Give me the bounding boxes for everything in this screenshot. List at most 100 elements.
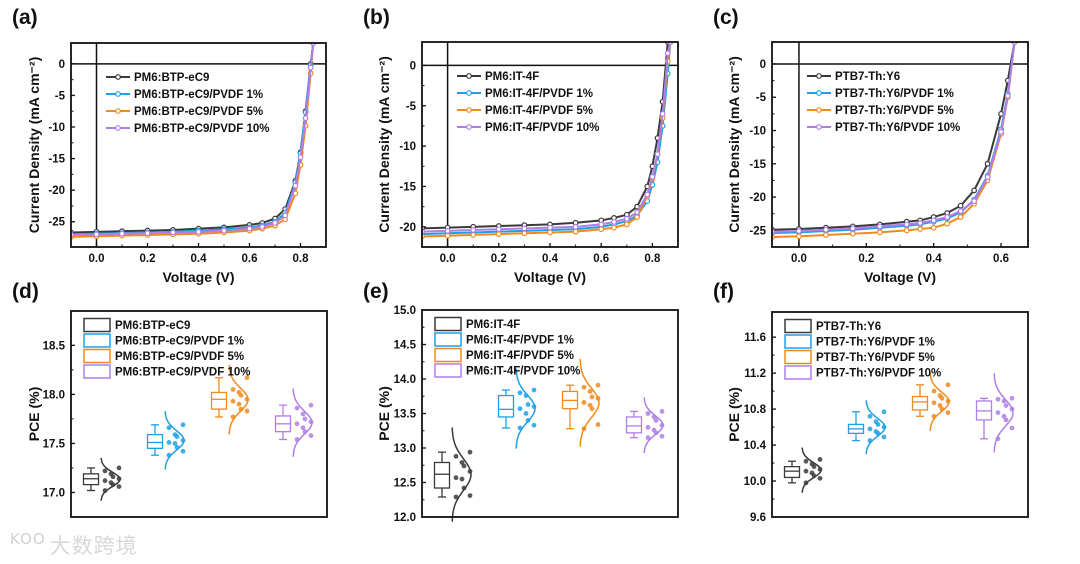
panel-a: (a) 0 -5 -10 -15 -20 -25 Current Density (mA cm… bbox=[12, 6, 327, 285]
x-tick-label: 0.6 bbox=[242, 253, 258, 265]
y-tick-label: -5 bbox=[406, 101, 417, 113]
data-point bbox=[944, 220, 951, 227]
y-tick-label: 15.0 bbox=[394, 305, 416, 317]
y-tick-label: 14.0 bbox=[394, 374, 416, 386]
legend-label: PM6:BTP-eC9/PVDF 1% bbox=[115, 336, 244, 348]
x-axis-title: Voltage (V) bbox=[514, 269, 586, 285]
legend-label: PM6:IT-4F bbox=[466, 319, 520, 331]
y-tick-label: 12.5 bbox=[394, 478, 417, 490]
data-point bbox=[659, 409, 665, 414]
data-point bbox=[645, 411, 651, 416]
data-point bbox=[817, 457, 823, 462]
data-point bbox=[467, 449, 473, 455]
data-point bbox=[595, 422, 601, 427]
data-point bbox=[581, 400, 587, 405]
legend-marker bbox=[816, 124, 822, 130]
data-point bbox=[587, 402, 593, 408]
y-tick-label: -5 bbox=[55, 90, 66, 102]
legend-swatch bbox=[83, 317, 111, 333]
distribution-curve bbox=[579, 359, 600, 447]
box-group-2 bbox=[911, 372, 951, 431]
data-point bbox=[654, 151, 661, 158]
data-point bbox=[180, 422, 186, 428]
data-point bbox=[984, 160, 991, 167]
box bbox=[625, 416, 643, 434]
y-tick-label: 17.0 bbox=[43, 487, 65, 499]
legend-label: PM6:BTP-eC9 bbox=[134, 72, 209, 84]
data-point bbox=[119, 230, 125, 237]
panel-label: (a) bbox=[12, 6, 38, 29]
data-point bbox=[307, 64, 314, 71]
y-tick-label: 12.0 bbox=[394, 512, 416, 524]
x-tick-label: 0.8 bbox=[644, 253, 661, 265]
box-group-0 bbox=[82, 457, 122, 501]
legend-swatch bbox=[784, 318, 812, 334]
y-axis-title: PCE (%) bbox=[376, 386, 392, 440]
data-point bbox=[930, 224, 937, 231]
legend-label: PTB7-Th:Y6/PVDF 1% bbox=[835, 88, 954, 100]
legend-swatch bbox=[434, 347, 462, 363]
legend-marker bbox=[816, 107, 822, 113]
watermark-logo: KOO bbox=[10, 530, 46, 548]
data-point bbox=[957, 214, 964, 220]
legend-label: PM6:IT-4F/PVDF 10% bbox=[466, 366, 580, 378]
legend-swatch bbox=[83, 348, 111, 364]
series-line bbox=[422, 42, 672, 236]
data-point bbox=[634, 209, 640, 216]
data-point bbox=[581, 384, 587, 390]
data-point bbox=[881, 409, 887, 415]
data-point bbox=[1003, 403, 1009, 408]
panel-label: (b) bbox=[363, 6, 390, 29]
box-group-1 bbox=[847, 400, 887, 455]
data-point bbox=[809, 470, 815, 476]
legend-swatch bbox=[83, 364, 111, 379]
data-point bbox=[645, 435, 651, 441]
data-point bbox=[595, 382, 601, 388]
data-point bbox=[995, 410, 1001, 416]
x-tick-label: 0.0 bbox=[440, 253, 456, 265]
data-point bbox=[664, 50, 671, 57]
legend-swatch bbox=[434, 363, 462, 378]
data-point bbox=[867, 413, 873, 419]
data-point bbox=[649, 173, 656, 180]
x-tick-label: 0.2 bbox=[858, 253, 874, 265]
data-point bbox=[453, 453, 459, 459]
legend-label: PM6:BTP-eC9 bbox=[115, 320, 190, 332]
y-axis-title: Current Density (mA cm⁻²) bbox=[376, 56, 392, 232]
distribution-curve bbox=[929, 372, 950, 431]
legend-swatch bbox=[434, 332, 462, 347]
data-point bbox=[937, 393, 943, 399]
data-point bbox=[611, 224, 617, 231]
y-tick-label: -10 bbox=[749, 126, 766, 138]
distribution-curve bbox=[451, 427, 472, 522]
y-axis-title: Current Density (mA cm⁻²) bbox=[726, 56, 742, 232]
y-tick-label: 9.6 bbox=[750, 512, 766, 524]
data-point bbox=[931, 400, 937, 406]
series-line bbox=[71, 43, 315, 236]
data-point bbox=[180, 448, 186, 454]
plot-frame bbox=[70, 42, 327, 248]
data-point bbox=[300, 411, 306, 417]
data-point bbox=[230, 387, 236, 392]
y-tick-label: 11.2 bbox=[744, 368, 766, 380]
data-point bbox=[944, 214, 951, 220]
data-point bbox=[971, 187, 978, 194]
data-point bbox=[116, 484, 122, 489]
data-point bbox=[93, 231, 100, 238]
legend-marker bbox=[115, 74, 121, 80]
legend-label: PM6:IT-4F/PVDF 1% bbox=[466, 335, 574, 347]
data-point bbox=[598, 221, 605, 228]
data-point bbox=[144, 230, 151, 237]
legend-label: PM6:BTP-eC9/PVDF 10% bbox=[115, 367, 250, 379]
series-1 bbox=[772, 42, 1018, 236]
data-point bbox=[587, 389, 593, 394]
data-point bbox=[995, 396, 1001, 402]
legend-swatch bbox=[784, 349, 812, 365]
distribution-curve bbox=[228, 365, 249, 435]
distribution-curve bbox=[100, 457, 121, 501]
series-3 bbox=[71, 43, 317, 238]
data-point bbox=[873, 429, 879, 434]
x-axis-title: Voltage (V) bbox=[864, 269, 936, 285]
data-point bbox=[302, 416, 308, 422]
